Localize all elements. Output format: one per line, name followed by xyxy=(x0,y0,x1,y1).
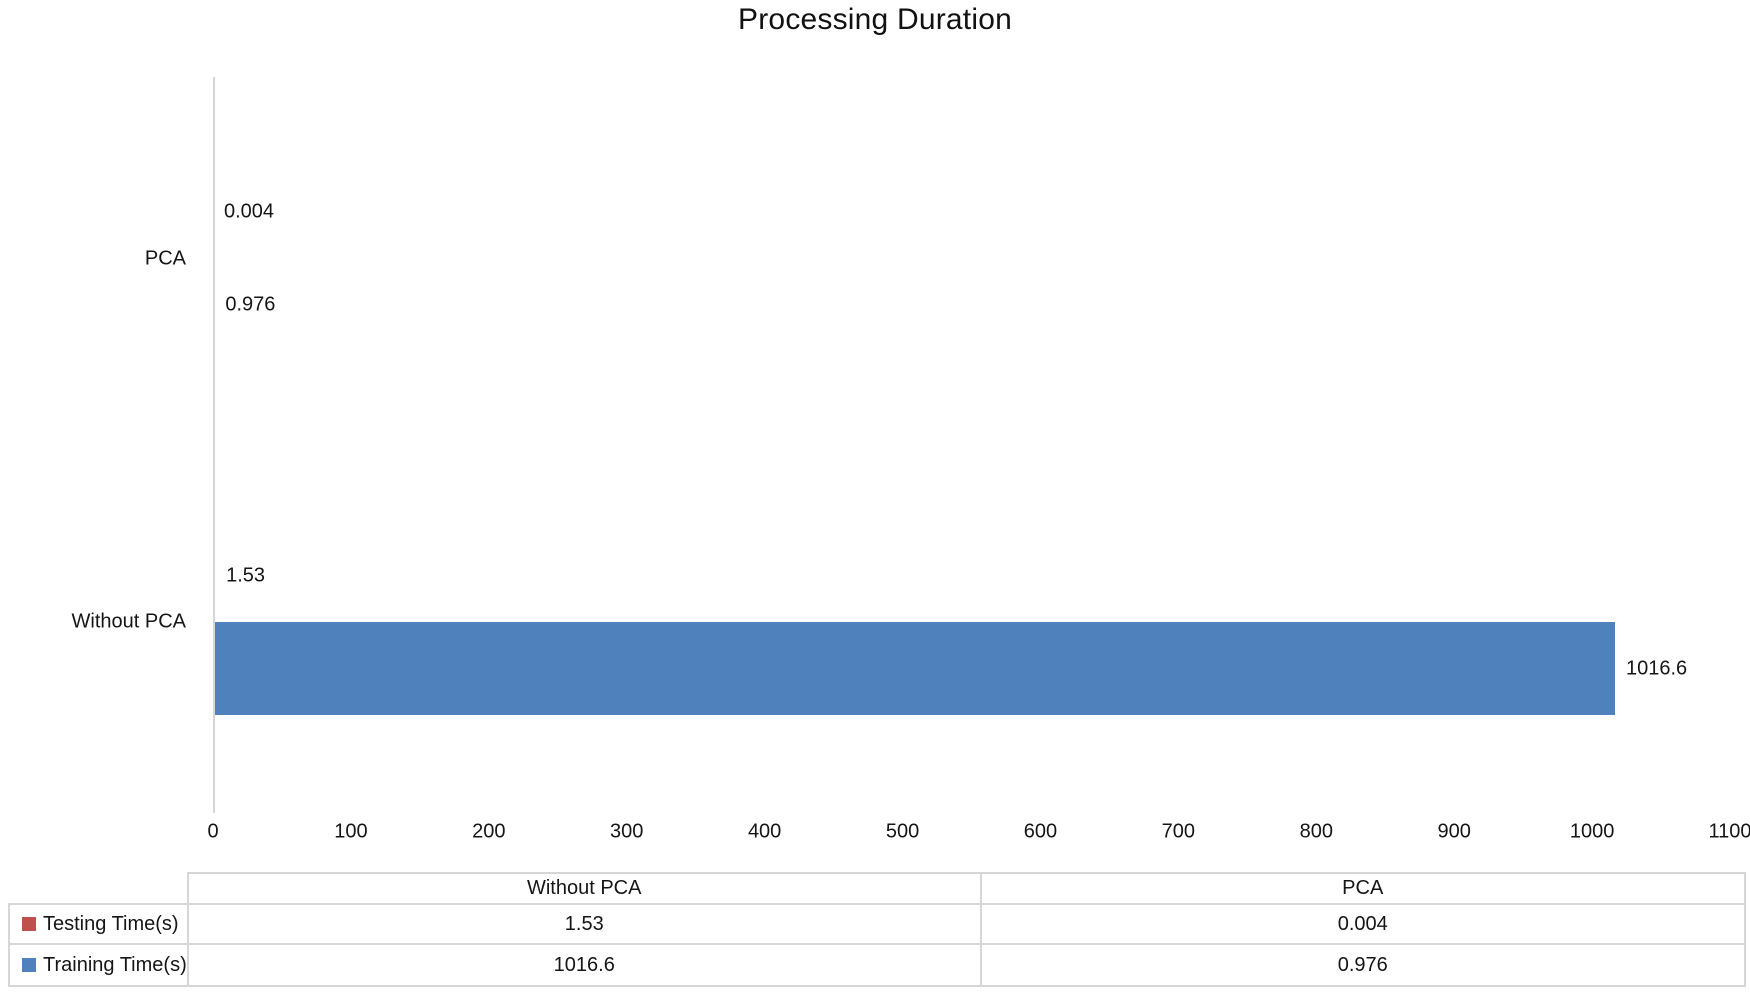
table-blank-corner-cell xyxy=(9,873,188,904)
table-value-cell: 1016.6 xyxy=(186,943,982,987)
x-axis-tick-label-200: 200 xyxy=(472,820,506,843)
x-axis-tick-label-0: 0 xyxy=(207,820,219,843)
x-axis-tick-label-700: 700 xyxy=(1161,820,1196,843)
legend-swatch-icon xyxy=(22,916,36,931)
legend-swatch-icon xyxy=(22,957,36,972)
x-axis-tick-label-600: 600 xyxy=(1023,820,1058,843)
x-axis-tick-label-500: 500 xyxy=(885,820,920,843)
category-label-pca: PCA xyxy=(144,247,186,270)
x-axis-zero-tick xyxy=(213,804,215,813)
legend-series-label: Testing Time(s) xyxy=(43,912,179,935)
x-axis-tick-label-800: 800 xyxy=(1299,820,1333,843)
table-value-cell: 0.004 xyxy=(979,903,1746,945)
value-label-training-time-s-without-pca: 1016.6 xyxy=(1625,657,1688,680)
category-label-without-pca: Without PCA xyxy=(71,610,186,633)
table-row: Testing Time(s) 1.53 0.004 xyxy=(8,903,1746,945)
x-axis-tick-label-100: 100 xyxy=(334,820,368,843)
chart-title: Processing Duration xyxy=(738,3,1012,36)
value-label-testing-time-s-without-pca: 1.53 xyxy=(226,564,266,587)
table-column-header: Without PCA xyxy=(186,872,982,905)
x-axis-tick-label-1100: 1100 xyxy=(1708,820,1750,843)
legend-series-label: Training Time(s) xyxy=(43,953,187,976)
data-table: Without PCA PCA Testing Time(s) 1.53 0.004 Tr… xyxy=(8,872,1746,987)
x-axis-tick-label-400: 400 xyxy=(747,820,782,843)
table-row: Training Time(s) 1016.6 0.976 xyxy=(8,943,1746,987)
table-column-header: PCA xyxy=(979,872,1746,905)
bar-training-time-s-without-pca xyxy=(213,622,1615,716)
legend-label-cell: Testing Time(s) xyxy=(8,903,189,945)
table-value-cell: 1.53 xyxy=(186,903,982,945)
x-axis-tick-label-900: 900 xyxy=(1437,820,1471,843)
table-value-cell: 0.976 xyxy=(979,943,1746,987)
y-axis-line xyxy=(213,77,215,804)
legend-label-cell: Training Time(s) xyxy=(8,943,189,987)
value-label-testing-time-s-pca: 0.004 xyxy=(224,200,275,223)
x-axis-tick-label-1000: 1000 xyxy=(1569,820,1615,843)
x-axis-tick-label-300: 300 xyxy=(610,820,644,843)
value-label-training-time-s-pca: 0.976 xyxy=(225,293,276,316)
